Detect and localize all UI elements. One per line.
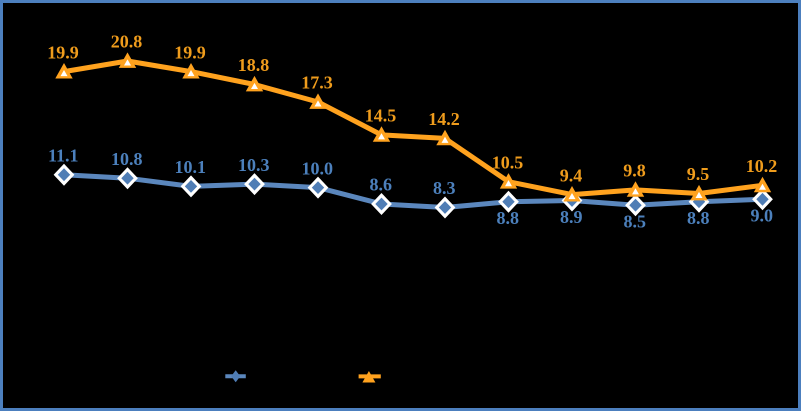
- svg-text:10.3: 10.3: [238, 155, 270, 175]
- svg-text:10.1: 10.1: [175, 157, 207, 177]
- svg-text:9.5: 9.5: [687, 164, 710, 184]
- svg-text:11.1: 11.1: [48, 145, 79, 165]
- svg-text:14.5: 14.5: [365, 106, 397, 126]
- svg-text:19.9: 19.9: [47, 42, 79, 62]
- svg-text:18.8: 18.8: [238, 55, 270, 75]
- svg-text:10.2: 10.2: [746, 156, 778, 176]
- svg-text:8.6: 8.6: [370, 175, 393, 195]
- svg-text:9.8: 9.8: [623, 161, 646, 181]
- svg-text:8.8: 8.8: [687, 208, 710, 228]
- svg-text:8.3: 8.3: [433, 178, 456, 198]
- svg-text:20.8: 20.8: [111, 32, 143, 52]
- svg-text:8.8: 8.8: [497, 208, 520, 228]
- svg-text:10.5: 10.5: [492, 152, 524, 172]
- svg-text:9.0: 9.0: [751, 206, 774, 226]
- svg-text:17.3: 17.3: [301, 73, 333, 93]
- svg-text:14.2: 14.2: [428, 109, 460, 129]
- svg-text:10.8: 10.8: [111, 149, 143, 169]
- svg-text:9.4: 9.4: [560, 165, 583, 185]
- svg-text:8.9: 8.9: [560, 207, 583, 227]
- svg-text:8.5: 8.5: [624, 212, 647, 232]
- svg-text:10.0: 10.0: [302, 158, 334, 178]
- svg-text:19.9: 19.9: [174, 42, 206, 62]
